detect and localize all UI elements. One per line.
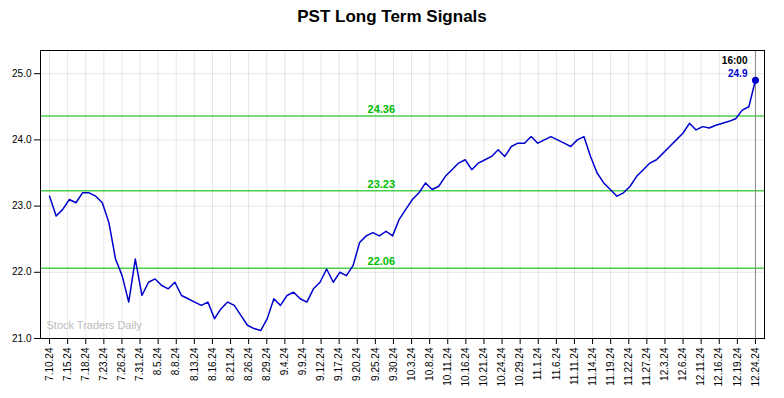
svg-text:8.29.24: 8.29.24 — [261, 347, 272, 381]
svg-text:9.17.24: 9.17.24 — [333, 347, 344, 381]
svg-text:9.25.24: 9.25.24 — [370, 347, 381, 381]
svg-text:12.11.24: 12.11.24 — [695, 347, 706, 386]
svg-text:Stock Traders Daily: Stock Traders Daily — [47, 319, 143, 331]
svg-text:11.22.24: 11.22.24 — [623, 347, 634, 386]
svg-text:11.11.24: 11.11.24 — [569, 347, 580, 385]
svg-text:12.19.24: 12.19.24 — [732, 347, 743, 386]
svg-text:12.16.24: 12.16.24 — [713, 347, 724, 386]
svg-text:21.0: 21.0 — [12, 333, 32, 344]
svg-text:7.15.24: 7.15.24 — [62, 347, 73, 381]
svg-text:25.0: 25.0 — [12, 68, 32, 79]
svg-text:10.29.24: 10.29.24 — [514, 347, 525, 386]
svg-text:10.8.24: 10.8.24 — [424, 347, 435, 381]
svg-text:24.36: 24.36 — [368, 103, 396, 115]
svg-text:7.10.24: 7.10.24 — [44, 347, 55, 381]
svg-text:8.26.24: 8.26.24 — [243, 347, 254, 381]
svg-text:16:00: 16:00 — [722, 55, 748, 66]
svg-text:10.11.24: 10.11.24 — [442, 347, 453, 386]
svg-text:23.0: 23.0 — [12, 200, 32, 211]
svg-text:7.23.24: 7.23.24 — [98, 347, 109, 381]
svg-text:10.21.24: 10.21.24 — [478, 347, 489, 386]
svg-text:23.23: 23.23 — [368, 178, 396, 190]
svg-text:22.06: 22.06 — [368, 255, 396, 267]
svg-text:24.0: 24.0 — [12, 134, 32, 145]
svg-text:12.24.24: 12.24.24 — [750, 347, 761, 386]
svg-text:22.0: 22.0 — [12, 266, 32, 277]
svg-text:9.12.24: 9.12.24 — [315, 347, 326, 381]
svg-text:8.5.24: 8.5.24 — [152, 347, 163, 375]
svg-text:10.16.24: 10.16.24 — [460, 347, 471, 386]
svg-text:12.6.24: 12.6.24 — [677, 347, 688, 381]
svg-text:9.20.24: 9.20.24 — [351, 347, 362, 381]
svg-text:10.24.24: 10.24.24 — [496, 347, 507, 386]
svg-text:12.3.24: 12.3.24 — [659, 347, 670, 381]
svg-text:10.3.24: 10.3.24 — [406, 347, 417, 381]
svg-text:9.9.24: 9.9.24 — [297, 347, 308, 375]
svg-text:9.4.24: 9.4.24 — [279, 347, 290, 375]
svg-text:8.13.24: 8.13.24 — [189, 347, 200, 381]
svg-text:11.19.24: 11.19.24 — [605, 347, 616, 386]
svg-text:11.14.24: 11.14.24 — [587, 347, 598, 386]
svg-text:24.9: 24.9 — [728, 68, 748, 79]
svg-text:11.1.24: 11.1.24 — [532, 347, 543, 380]
svg-text:8.16.24: 8.16.24 — [207, 347, 218, 381]
svg-text:9.30.24: 9.30.24 — [388, 347, 399, 381]
svg-text:7.31.24: 7.31.24 — [134, 347, 145, 381]
svg-text:7.18.24: 7.18.24 — [80, 347, 91, 381]
svg-text:8.21.24: 8.21.24 — [225, 347, 236, 381]
svg-text:8.8.24: 8.8.24 — [170, 347, 181, 375]
svg-text:11.27.24: 11.27.24 — [641, 347, 652, 386]
html-text:PST Long Term Signals: PST Long Term Signals — [297, 7, 487, 26]
svg-text:11.6.24: 11.6.24 — [551, 347, 562, 380]
svg-text:7.26.24: 7.26.24 — [116, 347, 127, 381]
